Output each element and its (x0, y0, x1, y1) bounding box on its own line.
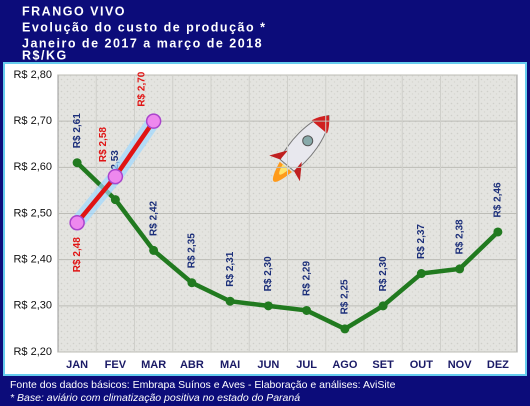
footer: * Base: aviário com climatização positiv… (10, 392, 300, 404)
y-tick-label: R$ 2,60 (13, 161, 52, 173)
data-label: R$ 2,35 (187, 233, 198, 268)
data-label: R$ 2,30 (263, 256, 274, 291)
marker (107, 168, 124, 185)
marker (416, 269, 426, 279)
y-tick-label: R$ 2,20 (13, 346, 52, 358)
y-axis-label: R$/KG (22, 48, 68, 62)
x-tick-label: AGO (332, 359, 358, 371)
rocket (269, 114, 330, 182)
data-label: R$ 2,37 (416, 224, 427, 259)
data-label: R$ 2,38 (454, 219, 465, 254)
marker (493, 227, 503, 237)
data-label: R$ 2,61 (72, 113, 83, 148)
y-tick-label: R$ 2,50 (13, 207, 52, 219)
x-tick-label: DEZ (487, 359, 509, 371)
data-label: R$ 2,58 (98, 127, 109, 162)
subtitle: Janeiro de 2017 a março de 2018 (22, 36, 263, 50)
footer: Fonte dos dados básicos: Embrapa Suínos … (10, 379, 396, 391)
data-label: R$ 2,29 (301, 261, 312, 296)
data-label: R$ 2,42 (148, 200, 159, 235)
x-tick-label: MAR (141, 359, 166, 371)
data-label: R$ 2,31 (225, 251, 236, 286)
marker (149, 245, 159, 255)
marker (225, 296, 235, 306)
marker (187, 278, 197, 288)
x-tick-label: NOV (448, 359, 473, 371)
marker (72, 158, 82, 168)
x-tick-label: OUT (410, 359, 434, 371)
x-tick-label: JUL (296, 359, 317, 371)
x-tick-label: JUN (257, 359, 279, 371)
x-tick-label: SET (372, 359, 394, 371)
y-tick-label: R$ 2,80 (13, 69, 52, 81)
marker (110, 195, 120, 205)
y-tick-label: R$ 2,70 (13, 115, 52, 127)
marker (455, 264, 465, 274)
data-label: R$ 2,46 (493, 182, 504, 217)
marker (145, 113, 162, 129)
data-label: R$ 2,25 (340, 279, 351, 314)
y-tick-label: R$ 2,40 (13, 254, 52, 266)
marker (263, 301, 273, 311)
data-label: R$ 2,48 (72, 237, 83, 272)
chart-title: FRANGO VIVO (22, 4, 126, 18)
data-label: R$ 2,30 (378, 256, 389, 291)
x-tick-label: JAN (66, 359, 88, 371)
x-tick-label: FEV (105, 359, 127, 371)
line (75, 161, 500, 332)
x-tick-label: MAI (220, 359, 240, 371)
marker (302, 305, 312, 315)
marker (69, 214, 85, 231)
y-tick-label: R$ 2,30 (13, 300, 52, 312)
subtitle: Evolução do custo de produção * (22, 20, 266, 34)
marker (378, 301, 388, 311)
marker (340, 324, 350, 334)
x-tick-label: ABR (180, 359, 204, 371)
data-label: R$ 2,70 (136, 71, 147, 106)
